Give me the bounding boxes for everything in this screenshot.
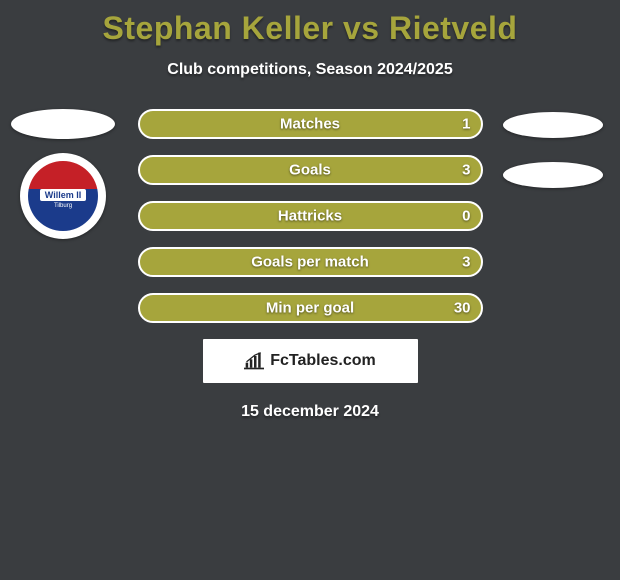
player-right-photo-placeholder [503,112,603,138]
club-badge-right-placeholder [503,162,603,188]
stat-label: Goals [289,162,331,179]
comparison-content: Willem II Tilburg Matches 1 Goals 3 Hatt… [0,109,620,421]
stat-row: Min per goal 30 [138,293,483,323]
generated-date: 15 december 2024 [0,403,620,421]
brand-box: FcTables.com [203,339,418,383]
stat-row: Matches 1 [138,109,483,139]
comparison-title: Stephan Keller vs Rietveld [0,0,620,47]
stat-row: Goals 3 [138,155,483,185]
stat-bars: Matches 1 Goals 3 Hattricks 0 Goals per … [138,109,483,323]
bar-chart-icon [244,352,264,370]
club-badge-sub: Tilburg [54,203,72,209]
stat-label: Min per goal [266,300,354,317]
stat-label: Matches [280,116,340,133]
stat-label: Goals per match [251,254,369,271]
stat-row: Hattricks 0 [138,201,483,231]
stat-label: Hattricks [278,208,342,225]
comparison-subtitle: Club competitions, Season 2024/2025 [0,61,620,79]
stat-right-value: 30 [454,300,471,317]
stat-right-value: 1 [462,116,470,133]
player-left-photo-placeholder [11,109,115,139]
stat-right-value: 3 [462,254,470,271]
stat-right-value: 0 [462,208,470,225]
club-badge-inner: Willem II Tilburg [28,161,98,231]
right-player-column [498,109,608,188]
club-badge-left: Willem II Tilburg [20,153,106,239]
stat-row: Goals per match 3 [138,247,483,277]
brand-text: FcTables.com [270,352,376,370]
club-badge-name: Willem II [40,189,86,201]
left-player-column: Willem II Tilburg [8,109,118,239]
stat-right-value: 3 [462,162,470,179]
